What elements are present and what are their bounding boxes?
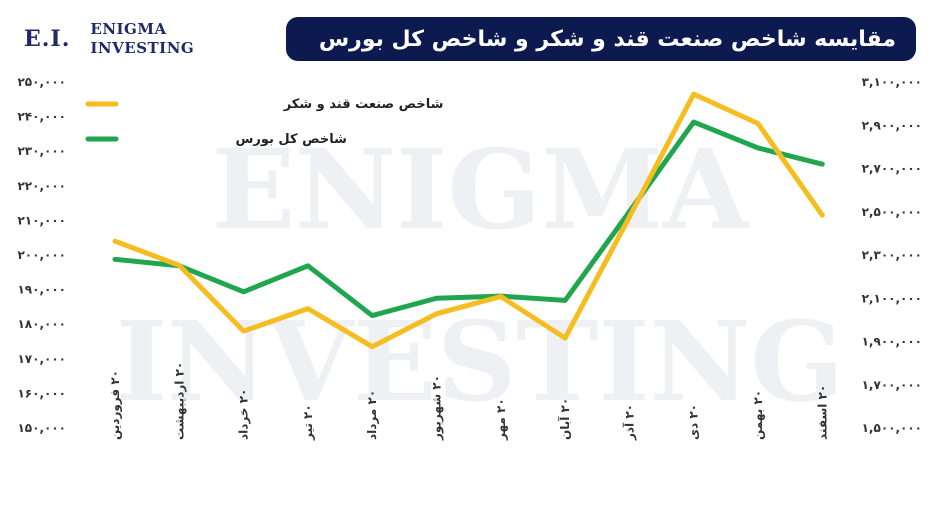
y-left-tick-label: ۱۶۰,۰۰۰ [17, 386, 66, 400]
y-left-tick-label: ۱۹۰,۰۰۰ [17, 283, 66, 297]
x-tick-label: ۲۰ شهریور [430, 375, 445, 441]
x-tick-label: ۲۰ اردیبهشت [172, 362, 186, 440]
x-tick-label: ۲۰ مهر [494, 398, 508, 441]
title-banner: مقایسه شاخص صنعت قند و شکر و شاخص کل بور… [286, 17, 916, 61]
y-right-tick-label: ۲,۳۰۰,۰۰۰ [862, 248, 922, 262]
y-right-tick-label: ۱,۹۰۰,۰۰۰ [862, 335, 922, 349]
x-tick-label: ۲۰ خرداد [237, 389, 251, 440]
watermark-line-2: INVESTING [116, 297, 844, 426]
brand-logo: E.I. ENIGMA INVESTING [24, 14, 194, 64]
y-right-tick-label: ۲,۱۰۰,۰۰۰ [862, 291, 922, 305]
y-left-tick-label: ۲۳۰,۰۰۰ [17, 144, 66, 158]
y-left-tick-label: ۱۷۰,۰۰۰ [17, 352, 66, 366]
y-left-tick-label: ۲۲۰,۰۰۰ [17, 179, 66, 193]
legend-label-total: شاخص کل بورس [235, 132, 346, 147]
y-left-tick-label: ۱۸۰,۰۰۰ [17, 317, 66, 331]
y-right-tick-label: ۲,۹۰۰,۰۰۰ [862, 118, 922, 132]
y-left-tick-label: ۱۵۰,۰۰۰ [17, 421, 66, 435]
y-right-tick-label: ۱,۵۰۰,۰۰۰ [862, 421, 922, 435]
chart-title: مقایسه شاخص صنعت قند و شکر و شاخص کل بور… [318, 26, 896, 52]
x-tick-label: ۲۰ مرداد [365, 390, 379, 440]
y-right-tick-label: ۳,۱۰۰,۰۰۰ [862, 75, 922, 89]
x-tick-label: ۲۰ آبان [557, 398, 572, 440]
series-lines [112, 91, 825, 350]
watermark-line-1: ENIGMA [212, 125, 751, 254]
logo-line-1: ENIGMA [90, 20, 167, 38]
y-right-tick-label: ۲,۵۰۰,۰۰۰ [862, 205, 922, 219]
watermark: ENIGMA INVESTING [116, 125, 844, 426]
legend: شاخص صنعت قند و شکر شاخص کل بورس [85, 97, 444, 147]
x-tick-label: ۲۰ فروردین [108, 370, 123, 440]
y-axis-right: ۱,۵۰۰,۰۰۰ ۱,۷۰۰,۰۰۰ ۱,۹۰۰,۰۰۰ ۲,۱۰۰,۰۰۰ ۲,۳۰… [862, 75, 922, 435]
logo-text: ENIGMA INVESTING [90, 20, 194, 58]
x-tick-label: ۲۰ بهمن [751, 390, 765, 440]
y-left-tick-label: ۲۱۰,۰۰۰ [17, 213, 66, 227]
logo-mark: E.I. [24, 26, 71, 52]
y-right-tick-label: ۲,۷۰۰,۰۰۰ [862, 162, 922, 176]
y-left-tick-label: ۲۴۰,۰۰۰ [17, 110, 66, 124]
total-index-line [112, 119, 825, 319]
legend-label-sugar: شاخص صنعت قند و شکر [283, 97, 444, 112]
sugar-index-line [112, 91, 825, 350]
x-tick-label: ۲۰ اسفند [815, 385, 829, 440]
y-right-tick-label: ۱,۷۰۰,۰۰۰ [862, 378, 922, 392]
x-tick-label: ۲۰ تیر [301, 404, 315, 441]
x-axis: ۲۰ فروردین ۲۰ اردیبهشت ۲۰ خرداد ۲۰ تیر ۲۰ مر… [108, 362, 829, 441]
x-tick-label: ۲۰ دی [687, 404, 701, 440]
y-left-tick-label: ۲۵۰,۰۰۰ [17, 75, 66, 89]
x-tick-label: ۲۰ آذر [621, 404, 636, 441]
logo-line-2: INVESTING [90, 39, 195, 57]
y-axis-left: ۱۵۰,۰۰۰ ۱۶۰,۰۰۰ ۱۷۰,۰۰۰ ۱۸۰,۰۰۰ ۱۹۰,۰۰۰ ۲۰۰,۰… [17, 75, 66, 435]
y-left-tick-label: ۲۰۰,۰۰۰ [17, 248, 66, 262]
